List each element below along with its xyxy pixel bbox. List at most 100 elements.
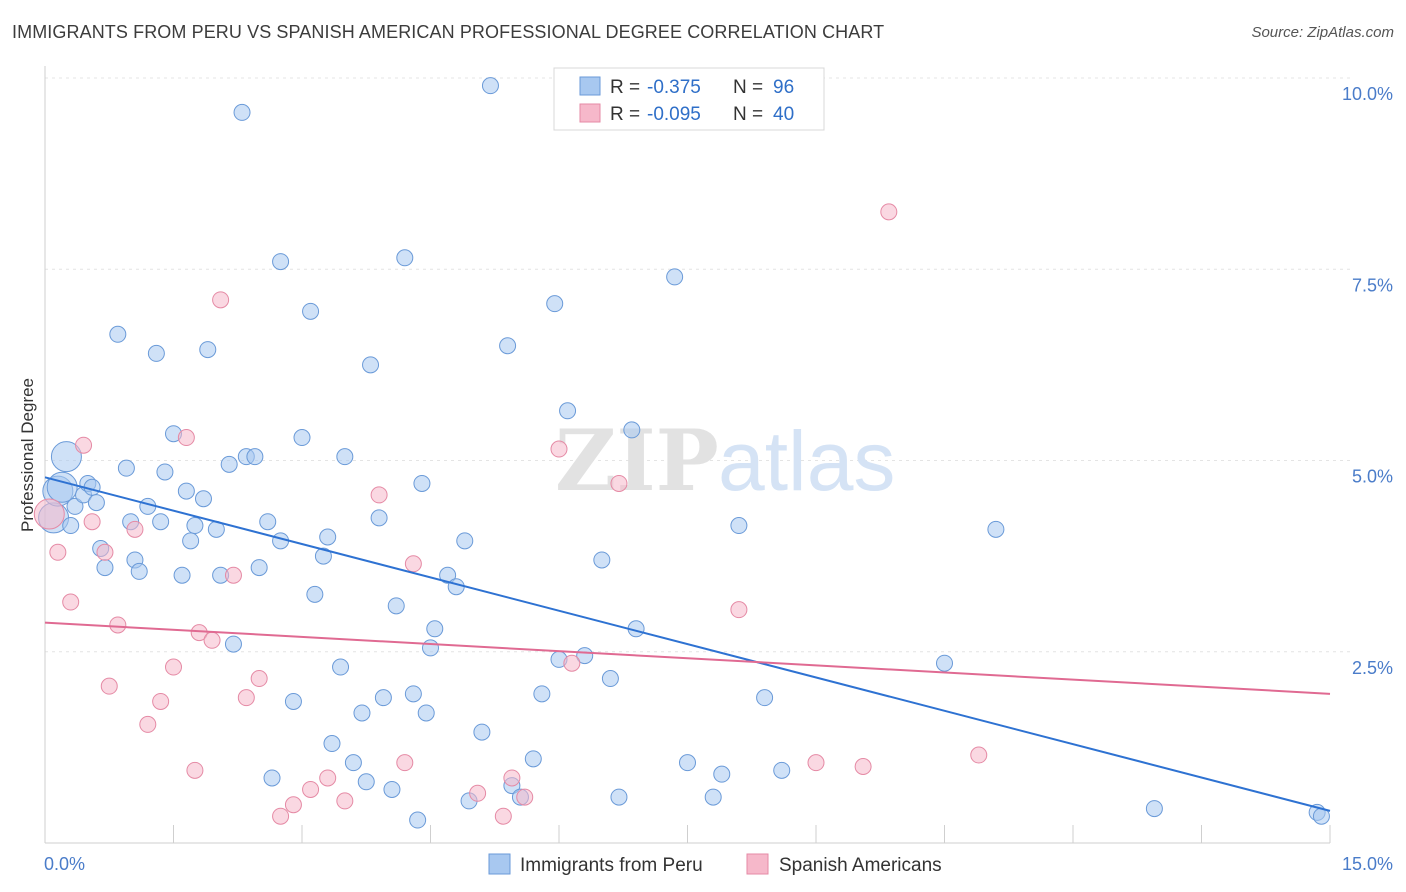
spanish-point-28 <box>469 784 487 802</box>
x-tick-label-1: 15.0% <box>1342 854 1393 874</box>
peru-point-54 <box>374 689 392 707</box>
legend-n-value-peru: 96 <box>773 77 794 98</box>
y-tick-label-1: 5.0% <box>1352 467 1393 487</box>
peru-point-24 <box>182 532 200 550</box>
legend-n-value-spanish: 40 <box>773 104 794 125</box>
peru-point-65 <box>456 532 474 550</box>
peru-point-61 <box>422 639 439 657</box>
y-tick-label-3: 10.0% <box>1342 84 1393 104</box>
peru-point-32 <box>233 103 251 121</box>
source-credit: Source: ZipAtlas.com <box>1251 24 1394 41</box>
spanish-point-35 <box>730 601 748 619</box>
watermark: ZIP atlas <box>555 411 895 510</box>
peru-point-31 <box>224 635 242 653</box>
spanish-point-23 <box>319 769 337 787</box>
watermark-atlas: atlas <box>718 414 895 508</box>
peru-point-25 <box>186 517 204 535</box>
peru-point-34 <box>246 448 264 466</box>
spanish-point-11 <box>165 658 182 676</box>
peru-point-48 <box>336 448 354 466</box>
peru-point-63 <box>439 566 457 584</box>
spanish-point-0 <box>33 498 65 530</box>
legend-r-value-peru: -0.375 <box>647 77 701 98</box>
peru-point-35 <box>250 559 268 577</box>
legend-r-label-spanish: R = <box>610 104 640 125</box>
peru-point-19 <box>152 513 170 531</box>
legend-bottom-swatch-peru <box>488 853 511 875</box>
peru-point-95 <box>413 474 431 492</box>
spanish-point-2 <box>62 593 80 611</box>
spanish-point-38 <box>880 203 898 221</box>
spanish-trend-line <box>44 621 1331 695</box>
legend-top: R = -0.375 N = 96 R = -0.095 N = 40 <box>553 67 825 131</box>
y-tick-label-0: 2.5% <box>1352 658 1393 678</box>
spanish-point-37 <box>854 758 872 775</box>
spanish-point-32 <box>550 440 568 458</box>
spanish-point-27 <box>404 555 422 573</box>
legend-swatch-peru <box>579 76 601 96</box>
peru-point-72 <box>524 750 542 768</box>
chart-title: IMMIGRANTS FROM PERU VS SPANISH AMERICAN… <box>12 22 885 42</box>
peru-point-59 <box>409 811 427 829</box>
legend-bottom-swatch-spanish <box>746 853 769 875</box>
peru-point-39 <box>272 253 290 271</box>
spanish-point-20 <box>272 807 290 825</box>
peru-point-92 <box>1145 800 1163 818</box>
legend-bottom: Immigrants from Peru Spanish Americans <box>488 853 942 876</box>
spanish-point-13 <box>186 761 204 779</box>
gridlines <box>45 77 1350 653</box>
peru-point-86 <box>713 765 731 783</box>
data-points <box>33 77 1330 829</box>
peru-point-91 <box>987 520 1005 538</box>
peru-point-27 <box>199 341 217 359</box>
x-tick-labels: 0.0% 15.0% <box>44 854 1393 874</box>
peru-point-52 <box>362 356 380 374</box>
spanish-point-21 <box>284 796 302 814</box>
peru-point-84 <box>679 754 696 772</box>
peru-point-69 <box>499 337 517 355</box>
spanish-point-30 <box>503 769 521 787</box>
spanish-point-34 <box>610 474 628 492</box>
spanish-point-1 <box>49 543 67 561</box>
spanish-point-9 <box>139 715 157 733</box>
peru-point-26 <box>194 490 212 508</box>
peru-point-64 <box>447 578 465 596</box>
peru-point-30 <box>220 455 238 473</box>
spanish-point-18 <box>237 689 255 707</box>
spanish-point-17 <box>224 566 242 584</box>
spanish-point-31 <box>516 788 534 806</box>
legend-n-label-peru: N = <box>733 77 763 98</box>
peru-point-22 <box>173 566 191 584</box>
spanish-point-4 <box>83 513 101 531</box>
peru-point-11 <box>96 559 114 577</box>
spanish-point-29 <box>494 807 512 825</box>
peru-point-56 <box>387 597 405 615</box>
spanish-point-6 <box>100 677 118 695</box>
spanish-point-22 <box>302 780 320 798</box>
peru-point-51 <box>357 773 375 791</box>
trend-lines <box>44 476 1331 812</box>
legend-swatch-spanish <box>579 103 601 123</box>
spanish-point-7 <box>109 616 127 634</box>
peru-point-44 <box>314 547 332 565</box>
spanish-point-19 <box>250 670 268 688</box>
spanish-point-15 <box>203 631 221 649</box>
peru-point-13 <box>117 459 135 477</box>
peru-point-81 <box>623 421 641 439</box>
peru-point-43 <box>306 585 324 603</box>
peru-point-18 <box>147 344 165 362</box>
peru-point-50 <box>353 704 371 722</box>
peru-point-85 <box>704 788 722 806</box>
peru-point-67 <box>473 723 491 741</box>
peru-point-45 <box>319 528 337 546</box>
peru-point-47 <box>332 658 350 676</box>
peru-point-55 <box>383 780 401 798</box>
peru-point-83 <box>666 268 684 286</box>
spanish-point-10 <box>152 692 170 710</box>
spanish-point-39 <box>970 746 988 764</box>
peru-point-12 <box>109 325 127 343</box>
spanish-point-26 <box>396 754 414 772</box>
spanish-point-36 <box>807 754 825 772</box>
peru-point-73 <box>533 685 551 703</box>
